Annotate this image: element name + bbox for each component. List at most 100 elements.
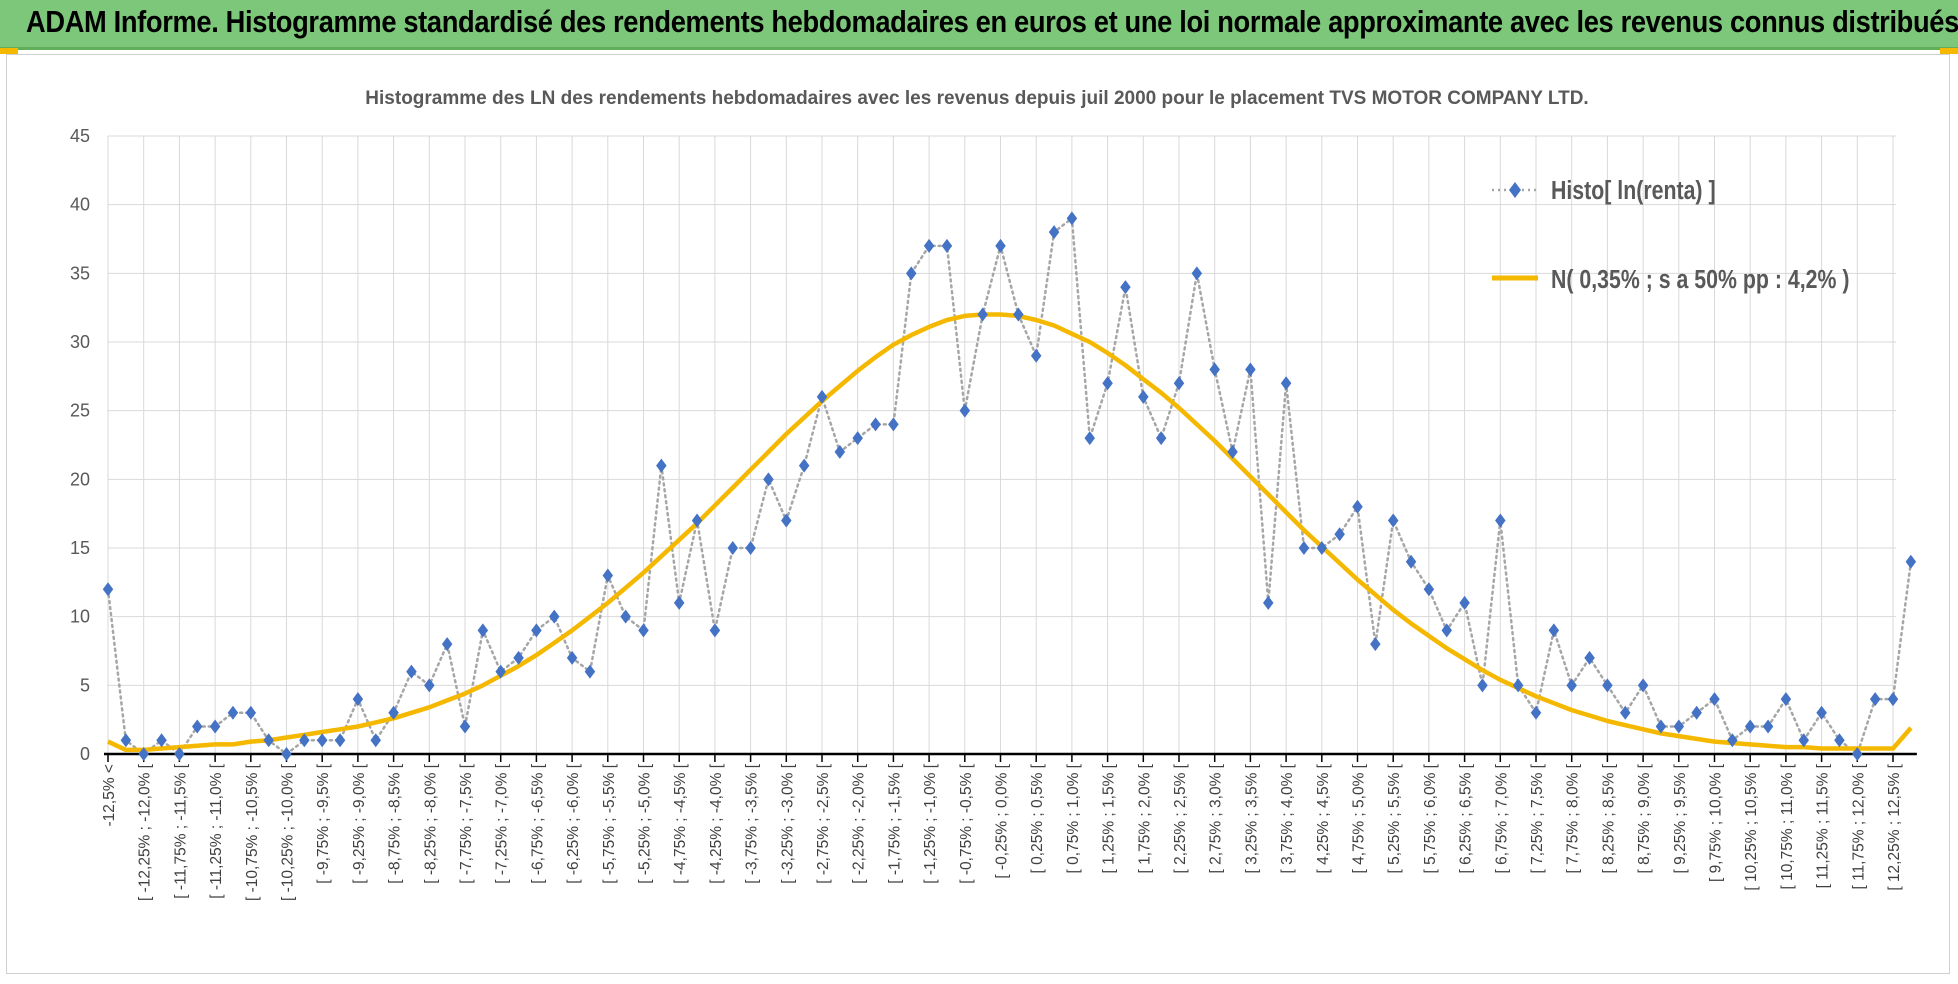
histo-point	[691, 513, 703, 528]
x-tick-label: [ 12,25% ; 12,5% [	[1886, 763, 1903, 890]
histo-point	[1245, 362, 1256, 377]
histo-point	[1798, 733, 1809, 748]
histo-point	[1727, 733, 1738, 748]
x-tick-label: [ 11,25% ; 11,5% [	[1815, 763, 1832, 888]
histo-point	[602, 568, 614, 583]
histo-point	[531, 623, 542, 638]
histo-point	[959, 403, 971, 418]
histo-point	[1102, 376, 1113, 391]
histo-point	[1566, 678, 1577, 693]
histo-point	[1405, 554, 1417, 569]
x-tick-label: [ -4,25% ; -4,0% [	[708, 763, 725, 883]
histo-point	[370, 733, 381, 748]
histo-point	[477, 623, 489, 638]
x-tick-label: [ -0,25% ; 0,0% [	[994, 763, 1011, 878]
x-tick-label: [ -7,75% ; -7,5% [	[458, 763, 475, 883]
histo-point	[1084, 431, 1095, 446]
histo-point	[1816, 705, 1827, 720]
report-title: ADAM Informe. Histogramme standardisé de…	[26, 4, 1958, 39]
histo-point	[1441, 623, 1452, 638]
histo-point	[549, 609, 560, 624]
legend-normal-label: N( 0,35% ; s a 50% pp : 4,2% )	[1551, 265, 1849, 295]
histo-point	[781, 513, 792, 528]
y-tick-label: 20	[70, 469, 90, 489]
x-tick-label: [ -12,25% ; -12,0% [	[137, 763, 154, 901]
x-tick-label: [ 2,75% ; 3,0% [	[1208, 763, 1225, 873]
histo-point	[299, 733, 310, 748]
histo-point	[1762, 719, 1774, 734]
y-tick-label: 35	[70, 263, 90, 283]
histo-point	[1691, 705, 1702, 720]
x-tick-label: [ -8,25% ; -8,0% [	[422, 763, 439, 883]
histo-point	[156, 733, 167, 748]
x-tick-label: [ -6,75% ; -6,5% [	[529, 763, 546, 883]
histo-point	[888, 417, 899, 432]
histo-point	[1227, 444, 1238, 459]
x-tick-label: [ -7,25% ; -7,0% [	[494, 763, 511, 883]
histo-point	[923, 238, 935, 253]
histo-point	[1780, 692, 1792, 707]
x-tick-label: [ 0,25% ; 0,5% [	[1029, 763, 1046, 873]
histo-point	[120, 733, 132, 748]
x-tick-label: [ -4,75% ; -4,5% [	[672, 763, 689, 883]
x-tick-label: [ 0,75% ; 1,0% [	[1065, 763, 1082, 873]
histo-point	[870, 417, 881, 432]
x-tick-label: [ -0,75% ; -0,5% [	[958, 763, 975, 883]
x-tick-label: [ -5,75% ; -5,5% [	[601, 763, 618, 883]
x-tick-label: [ 6,75% ; 7,0% [	[1493, 763, 1510, 873]
y-tick-label: 40	[70, 195, 90, 215]
histo-point	[406, 664, 417, 679]
y-tick-label: 15	[70, 538, 90, 558]
histo-point	[816, 389, 828, 404]
x-tick-label: [ 4,25% ; 4,5% [	[1315, 763, 1332, 873]
y-tick-label: 30	[70, 332, 90, 352]
x-tick-label: [ 6,25% ; 6,5% [	[1458, 763, 1475, 873]
histo-point	[852, 431, 863, 446]
x-tick-label: -12,5% <	[101, 764, 118, 826]
histo-point	[1637, 678, 1649, 693]
histo-point	[1673, 719, 1685, 734]
histo-point	[1316, 541, 1328, 555]
x-tick-label: [ 8,25% ; 8,5% [	[1600, 763, 1617, 873]
x-tick-label: [ 1,25% ; 1,5% [	[1101, 763, 1118, 873]
histo-point	[1869, 692, 1881, 707]
histo-point	[1370, 637, 1381, 652]
x-tick-label: [ 1,75% ; 2,0% [	[1136, 763, 1153, 873]
histo-point	[906, 266, 917, 281]
x-tick-label: [ 5,25% ; 5,5% [	[1386, 763, 1403, 873]
histo-point	[1834, 733, 1845, 748]
y-tick-label: 25	[70, 401, 90, 421]
histo-point	[1709, 692, 1720, 707]
histo-point	[281, 747, 292, 761]
x-tick-label: [ -11,75% ; -11,5% [	[172, 763, 189, 898]
x-tick-label: [ -9,75% ; -9,5% [	[315, 763, 332, 883]
x-tick-label: [ 7,75% ; 8,0% [	[1565, 763, 1582, 873]
histo-point	[441, 637, 453, 652]
normal-curve-line	[107, 312, 1913, 753]
histo-point	[1120, 280, 1131, 295]
x-tick-label: [ -3,75% ; -3,5% [	[744, 763, 761, 883]
histo-point	[138, 747, 149, 761]
histo-point	[1620, 705, 1631, 720]
histo-point	[995, 238, 1006, 253]
histo-point	[1602, 678, 1613, 693]
x-tick-label: [ -11,25% ; -11,0% [	[208, 763, 225, 898]
histo-point	[352, 692, 364, 707]
x-tick-label: [ -10,25% ; -10,0% [	[280, 763, 297, 901]
x-tick-label: [ 5,75% ; 6,0% [	[1422, 763, 1439, 873]
histo-point	[1584, 650, 1595, 665]
x-tick-label: [ -8,75% ; -8,5% [	[387, 763, 404, 883]
histo-point	[227, 705, 239, 720]
x-tick-label: [ 10,25% ; 10,5% [	[1743, 763, 1760, 890]
histo-point	[620, 609, 631, 624]
histo-point	[1477, 678, 1488, 693]
x-tick-label: [ 4,75% ; 5,0% [	[1351, 763, 1368, 873]
histo-point	[1013, 307, 1024, 322]
histo-point	[1191, 266, 1203, 281]
histo-point	[513, 650, 524, 665]
histo-point	[1173, 376, 1185, 391]
histo-point	[1298, 541, 1310, 555]
histo-point	[1066, 211, 1078, 226]
histo-point	[245, 705, 257, 720]
